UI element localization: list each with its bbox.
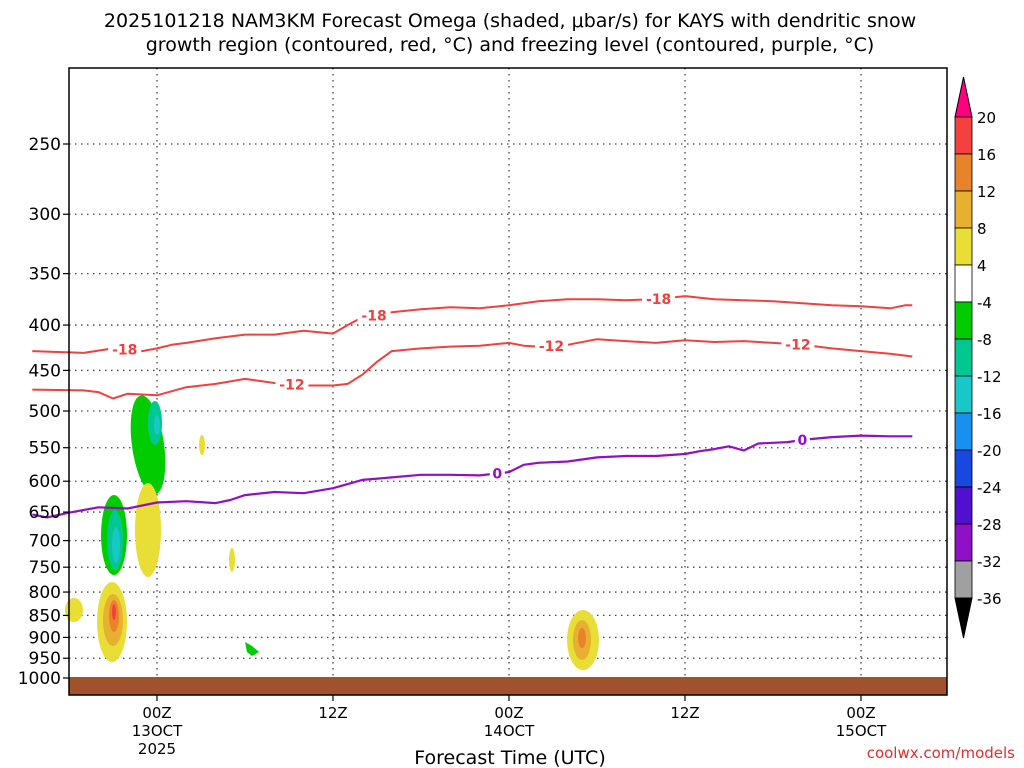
contour-minus12-label-bg [781,336,815,353]
contour-minus12-label: -12 [785,337,810,353]
colorbar-swatch [954,153,973,192]
x-tick-label: 00Z [142,704,171,722]
colorbar-swatch [954,412,973,451]
colorbar-swatch [954,523,973,562]
colorbar-top-arrow [954,76,973,118]
omega-cell-yellow [65,598,83,622]
x-axis-label: Forecast Time (UTC) [414,747,605,768]
y-tick-label: 250 [29,135,61,155]
contour-minus18-label-bg [108,341,142,358]
colorbar-level-label: 20 [977,109,996,127]
contour-minus12-label-bg [535,337,569,354]
omega-cell-yellow [199,435,205,455]
contour-minus18 [32,295,913,354]
x-tick-year: 2025 [138,740,176,758]
contour-minus12-label-bg [275,376,309,393]
y-tick-label: 650 [29,503,61,523]
x-tick-date: 14OCT [484,722,535,740]
omega-cell-cyan [154,415,160,435]
contour-freezing-level-label-bg [794,431,810,448]
y-tick-label: 450 [29,361,61,381]
colorbar-level-label: -12 [977,368,1002,386]
y-tick-label: 600 [29,472,61,492]
omega-cell-yellow [229,548,235,572]
y-tick-label: 550 [29,439,61,459]
colorbar-swatch [954,338,973,377]
contour-minus18-label-bg [357,307,391,324]
contour-minus18-label: -18 [646,292,671,308]
y-axis: 2503003504004505005506006507007508008509… [18,135,69,689]
x-tick-label: 00Z [494,704,523,722]
colorbar-swatch [954,486,973,525]
grid-lines [69,68,947,695]
colorbar-level-label: -36 [977,590,1002,608]
colorbar-swatch [954,560,973,599]
colorbar-level-label: 16 [977,146,996,164]
omega-shading [65,395,599,670]
omega-cell-red [112,604,116,620]
colorbar-level-label: -16 [977,405,1002,423]
y-tick-label: 800 [29,583,61,603]
omega-cell-orange [578,628,586,648]
colorbar-swatch [954,190,973,229]
contour-minus12 [32,338,913,400]
colorbar-swatch [954,116,973,155]
chart-title-line1: 2025101218 NAM3KM Forecast Omega (shaded… [104,10,916,32]
colorbar: 20 16 12 8 4 -4 -8 -12 -16 -20 -24 -28 -32 -36 [954,76,1002,639]
contour-minus12-label: -12 [539,339,564,355]
colorbar-swatch [954,264,973,303]
colorbar-level-label: 12 [977,183,996,201]
colorbar-swatch [954,301,973,340]
terrain-ground [69,677,947,695]
y-tick-label: 900 [29,628,61,648]
contour-freezing-level-label: 0 [797,433,807,449]
colorbar-level-label: -24 [977,479,1002,497]
colorbar-bottom-arrow [954,597,973,639]
contour-freezing-level-label-bg [489,465,505,482]
x-tick-label: 12Z [318,704,347,722]
x-tick-date: 13OCT [132,722,183,740]
contour-minus18-label: -18 [361,308,386,324]
colorbar-level-label: -32 [977,553,1002,571]
x-tick-label: 12Z [670,704,699,722]
colorbar-swatch [954,449,973,488]
x-tick-label: 00Z [846,704,875,722]
y-tick-label: 400 [29,316,61,336]
y-tick-label: 350 [29,265,61,285]
y-tick-label: 500 [29,402,61,422]
y-tick-label: 850 [29,606,61,626]
contour-freezing-level-label: 0 [492,466,502,482]
colorbar-level-label: -28 [977,516,1002,534]
colorbar-level-label: -4 [977,294,992,312]
colorbar-level-label: 4 [977,257,987,275]
contour-freezing-level [32,434,913,519]
contour-minus18-label: -18 [112,342,137,358]
omega-cell-green [245,642,259,656]
colorbar-level-label: -8 [977,331,992,349]
contour-minus12-label: -12 [279,378,304,394]
y-tick-label: 750 [29,558,61,578]
contour-lines: -18 -18 -18 -12 -12 -12 0 0 [32,290,913,519]
x-tick-date: 15OCT [836,722,887,740]
y-tick-label: 300 [29,205,61,225]
plot-frame [68,67,948,696]
omega-cell-green [130,395,166,495]
y-tick-label: 700 [29,532,61,552]
colorbar-level-label: -20 [977,442,1002,460]
colorbar-level-label: 8 [977,220,987,238]
y-tick-label: 950 [29,649,61,669]
omega-cell-yellow [135,483,161,577]
colorbar-swatch [954,227,973,266]
y-tick-label: 1000 [18,669,61,689]
omega-cell-cyan [112,527,120,563]
chart-title-line2: growth region (contoured, red, °C) and f… [146,34,875,56]
credit-link[interactable]: coolwx.com/models [867,744,1015,762]
contour-minus18-label-bg [642,290,676,307]
colorbar-swatch [954,375,973,414]
